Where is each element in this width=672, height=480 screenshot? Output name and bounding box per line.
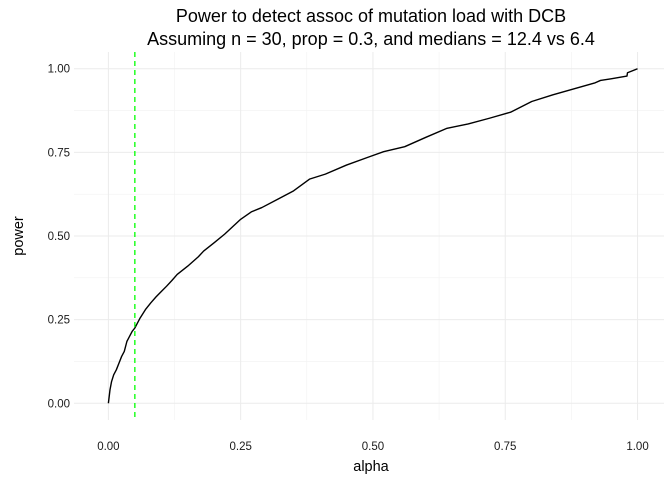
y-axis-label: power: [11, 216, 27, 256]
major-gridlines: [74, 52, 664, 420]
y-tick-label: 1.00: [48, 64, 70, 76]
y-tick-label: 0.25: [48, 315, 70, 327]
x-tick-label: 1.00: [626, 441, 648, 453]
chart-subtitle: Assuming n = 30, prop = 0.3, and medians…: [147, 29, 595, 49]
y-tick-label: 0.75: [48, 147, 70, 159]
power-curve-line: [107, 68, 638, 404]
x-tick-label: 0.50: [362, 441, 384, 453]
chart-title: Power to detect assoc of mutation load w…: [176, 6, 566, 26]
x-axis-ticks: 0.00 0.25 0.50 0.75 1.00: [97, 441, 649, 453]
series-layer: [107, 52, 638, 420]
x-axis-label: alpha: [353, 459, 389, 475]
y-tick-label: 0.50: [48, 231, 70, 243]
x-tick-label: 0.00: [97, 441, 119, 453]
x-tick-label: 0.25: [229, 441, 251, 453]
y-axis-ticks: 0.00 0.25 0.50 0.75 1.00: [48, 64, 70, 411]
y-tick-label: 0.00: [48, 398, 70, 410]
x-tick-label: 0.75: [494, 441, 516, 453]
